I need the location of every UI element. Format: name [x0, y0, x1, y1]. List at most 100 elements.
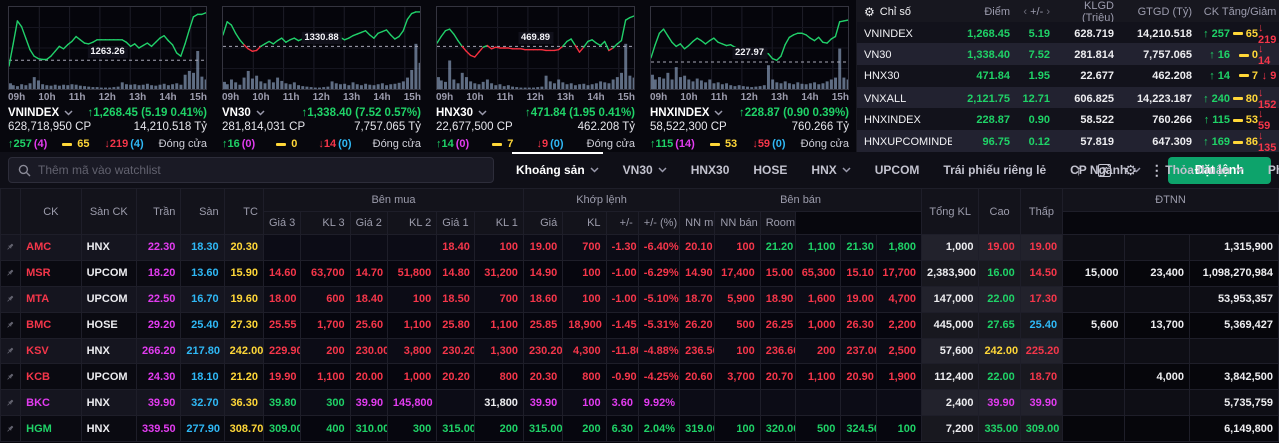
index-selector[interactable]: HNXINDEX [650, 107, 723, 119]
match-price-cell[interactable]: 315.00 [522, 415, 564, 443]
buy-price-cell[interactable]: 14.80 [436, 259, 475, 287]
buy-volume-cell[interactable]: 1,700 [300, 311, 351, 339]
sell-price-cell[interactable]: 236.60 [759, 337, 797, 365]
match-volume-cell[interactable]: 100 [562, 389, 607, 417]
tab-phái-sinh[interactable]: Phái sinh [1256, 152, 1279, 188]
buy-volume-cell[interactable]: 300 [386, 415, 438, 443]
match-change-cell[interactable]: -1.45 [605, 311, 639, 339]
buy-volume-cell[interactable]: 145,800 [386, 389, 438, 417]
match-volume-cell[interactable]: 18,900 [562, 311, 607, 339]
pin-cell[interactable] [0, 363, 22, 391]
match-change-cell[interactable]: 6.30 [605, 415, 639, 443]
buy-price-cell[interactable]: 20.00 [349, 363, 388, 391]
sell-volume-cell[interactable]: 500 [794, 415, 842, 443]
sell-price-cell[interactable]: 20.90 [840, 363, 877, 391]
search-input[interactable] [38, 163, 484, 177]
match-volume-cell[interactable]: 800 [562, 363, 607, 391]
sell-volume-cell[interactable]: 5,900 [714, 285, 761, 313]
buy-volume-cell[interactable]: 800 [473, 363, 524, 391]
buy-price-cell[interactable]: 18.40 [436, 234, 475, 261]
match-change-pct-cell[interactable]: -5.10% [637, 285, 681, 313]
sell-price-cell[interactable]: 236.50 [679, 337, 716, 365]
match-change-cell[interactable]: -1.30 [605, 234, 639, 261]
sell-price-cell[interactable]: 15.10 [840, 259, 877, 287]
buy-price-cell[interactable]: 20.20 [436, 363, 475, 391]
sell-volume-cell[interactable]: 65,300 [794, 259, 842, 287]
buy-price-cell[interactable]: 39.80 [262, 389, 302, 417]
sell-price-cell[interactable]: 26.25 [759, 311, 797, 339]
sell-volume-cell[interactable]: 17,400 [714, 259, 761, 287]
sell-volume-cell[interactable]: 1,800 [875, 234, 923, 261]
sell-price-cell[interactable]: 20.70 [759, 363, 797, 391]
tab-hose[interactable]: HOSE [741, 152, 799, 188]
match-change-cell[interactable]: -1.00 [605, 285, 639, 313]
sell-price-cell[interactable]: 20.60 [679, 363, 716, 391]
match-change-cell[interactable]: -1.00 [605, 259, 639, 287]
buy-price-cell[interactable]: 315.00 [436, 415, 475, 443]
buy-price-cell[interactable]: 14.60 [262, 259, 302, 287]
tab-upcom[interactable]: UPCOM [863, 152, 932, 188]
symbol-cell[interactable]: MTA [20, 285, 82, 313]
buy-volume-cell[interactable]: 600 [300, 285, 351, 313]
sell-price-cell[interactable]: 15.00 [759, 259, 797, 287]
match-change-pct-cell[interactable]: -5.31% [637, 311, 681, 339]
kebab-menu-icon[interactable]: ⋮ [1149, 161, 1164, 178]
index-row-vnindex[interactable]: VNINDEX 1,268.45 5.19 628.719 14,210.518 ↑ 25… [857, 21, 1279, 46]
buy-volume-cell[interactable] [300, 234, 351, 261]
buy-volume-cell[interactable]: 31,200 [473, 259, 524, 287]
match-price-cell[interactable]: 18.60 [522, 285, 564, 313]
match-volume-cell[interactable]: 200 [562, 415, 607, 443]
sell-volume-cell[interactable] [794, 389, 842, 417]
buy-volume-cell[interactable]: 1,100 [386, 311, 438, 339]
symbol-cell[interactable]: BMC [20, 311, 82, 339]
buy-price-cell[interactable]: 25.80 [436, 311, 475, 339]
match-change-pct-cell[interactable]: -4.25% [637, 363, 681, 391]
pin-cell[interactable] [0, 415, 22, 443]
match-price-cell[interactable]: 14.90 [522, 259, 564, 287]
sell-price-cell[interactable]: 19.00 [840, 285, 877, 313]
gear-icon[interactable]: ⚙ [1124, 161, 1137, 178]
sell-price-cell[interactable]: 21.20 [759, 234, 797, 261]
buy-volume-cell[interactable]: 400 [300, 415, 351, 443]
sell-volume-cell[interactable]: 2,200 [875, 311, 923, 339]
match-change-cell[interactable]: 3.60 [605, 389, 639, 417]
sell-price-cell[interactable]: 14.90 [679, 259, 716, 287]
match-change-pct-cell[interactable]: -6.29% [637, 259, 681, 287]
sell-price-cell[interactable]: 26.20 [679, 311, 716, 339]
sell-price-cell[interactable]: 320.00 [759, 415, 797, 443]
match-price-cell[interactable]: 230.20 [522, 337, 564, 365]
index-row-vn30[interactable]: VN30 1,338.40 7.52 281.814 7,757.065 ↑ 16 0 ↓ 1… [857, 43, 1279, 67]
buy-volume-cell[interactable]: 1,100 [300, 363, 351, 391]
match-volume-cell[interactable]: 100 [562, 259, 607, 287]
buy-price-cell[interactable]: 18.50 [436, 285, 475, 313]
buy-price-cell[interactable]: 310.00 [349, 415, 388, 443]
buy-volume-cell[interactable]: 700 [473, 285, 524, 313]
pin-cell[interactable] [0, 337, 22, 365]
sell-volume-cell[interactable]: 1,000 [794, 311, 842, 339]
match-volume-cell[interactable]: 700 [562, 234, 607, 261]
add-symbol-search[interactable] [8, 157, 494, 183]
index-row-hnxindex[interactable]: HNXINDEX 228.87 0.90 58.522 760.266 ↑ 115 53 ↓ … [857, 108, 1279, 132]
match-change-cell[interactable]: -0.90 [605, 363, 639, 391]
sell-volume-cell[interactable] [714, 389, 761, 417]
pin-cell[interactable] [0, 285, 22, 313]
pin-cell[interactable] [0, 311, 22, 339]
sell-price-cell[interactable]: 21.30 [840, 234, 877, 261]
sell-price-cell[interactable]: 319.00 [679, 415, 716, 443]
sell-volume-cell[interactable] [875, 389, 923, 417]
scroll-top-icon[interactable]: ↑ [1075, 162, 1083, 178]
buy-price-cell[interactable] [262, 234, 302, 261]
buy-volume-cell[interactable]: 200 [300, 337, 351, 365]
buy-price-cell[interactable]: 18.00 [262, 285, 302, 313]
match-change-pct-cell[interactable]: -4.88% [637, 337, 681, 365]
buy-price-cell[interactable]: 14.70 [349, 259, 388, 287]
sell-price-cell[interactable]: 324.50 [840, 415, 877, 443]
tab-trái-phiếu-riêng-lẻ[interactable]: Trái phiếu riêng lẻ [931, 152, 1058, 188]
buy-price-cell[interactable]: 25.60 [349, 311, 388, 339]
buy-price-cell[interactable]: 229.90 [262, 337, 302, 365]
buy-volume-cell[interactable]: 1,300 [473, 337, 524, 365]
buy-price-cell[interactable] [436, 389, 475, 417]
index-row-hnxupcomindex[interactable]: HNXUPCOMINDEX 96.75 0.12 57.819 647.309 ↑ 169… [857, 130, 1279, 154]
buy-price-cell[interactable] [349, 234, 388, 261]
sell-price-cell[interactable] [759, 389, 797, 417]
